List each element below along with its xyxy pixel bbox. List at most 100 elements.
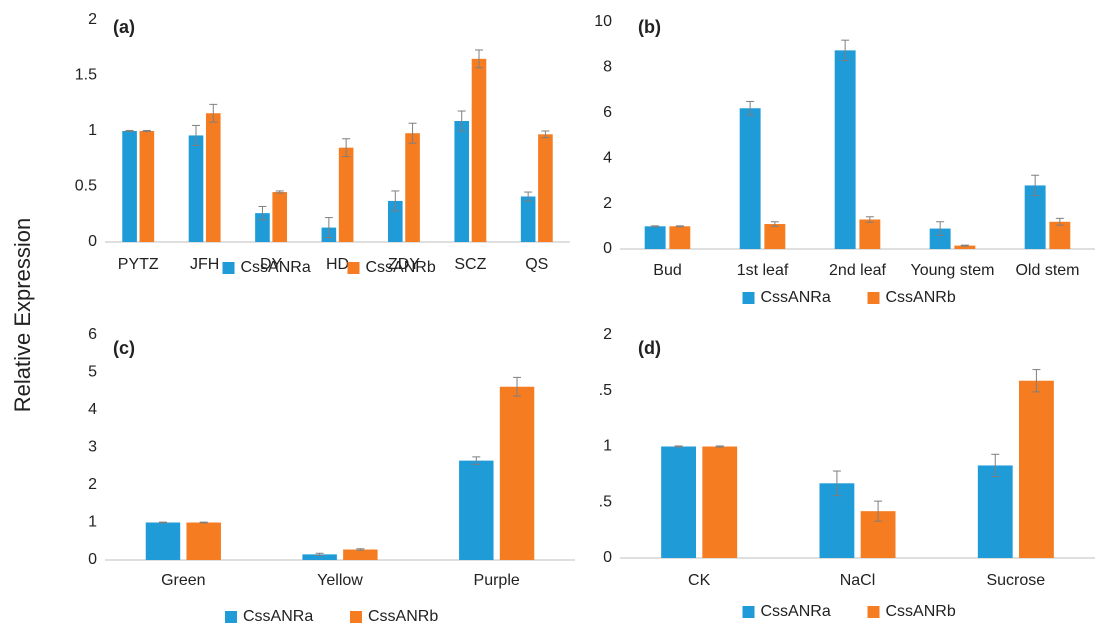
- x-tick-label: ZDY: [388, 256, 420, 273]
- error-bar: [472, 456, 481, 465]
- bar: [122, 131, 137, 242]
- x-tick-label: HD: [326, 256, 349, 273]
- bar: [139, 131, 155, 242]
- error-bar: [991, 453, 1000, 478]
- legend-swatch: [347, 262, 360, 274]
- y-tick-label: 0.5: [75, 178, 97, 195]
- bar: [186, 522, 221, 560]
- bar: [338, 147, 354, 242]
- panel-label: (b): [638, 17, 661, 37]
- legend-swatch: [742, 292, 755, 304]
- y-tick-label: .5: [599, 382, 612, 399]
- bar: [669, 226, 691, 249]
- error-bar: [874, 500, 883, 522]
- legend-label: CssANRa: [761, 603, 831, 620]
- bar: [405, 133, 420, 242]
- bar: [454, 121, 470, 242]
- error-bar: [199, 521, 208, 524]
- x-tick-label: 2nd leaf: [829, 262, 886, 279]
- legend-swatch: [867, 606, 880, 618]
- x-tick-label: NaCl: [840, 572, 876, 589]
- y-tick-label: 1: [88, 122, 97, 139]
- y-tick-label: 2: [88, 476, 97, 493]
- error-bar: [474, 49, 483, 69]
- error-bar: [275, 190, 284, 194]
- bar: [702, 446, 738, 558]
- bar: [459, 460, 494, 560]
- bar: [499, 386, 535, 560]
- y-tick-label: 2: [603, 195, 612, 212]
- legend-label: CssANRb: [366, 259, 436, 276]
- x-tick-label: Yellow: [317, 572, 363, 589]
- legend-label: CssANRa: [243, 608, 313, 625]
- y-tick-label: 4: [603, 149, 612, 166]
- error-bar: [408, 122, 417, 144]
- x-tick-label: Young stem: [911, 262, 995, 279]
- y-tick-label: 10: [594, 13, 612, 30]
- legend-swatch: [867, 292, 880, 304]
- bar: [471, 58, 487, 242]
- y-tick-label: 2: [603, 326, 612, 343]
- error-bar: [209, 103, 218, 123]
- legend-label: CssANRb: [886, 289, 956, 306]
- bar: [977, 465, 1013, 558]
- legend-label: CssANRb: [368, 608, 438, 625]
- error-bar: [770, 221, 779, 227]
- error-bar: [1031, 174, 1040, 197]
- error-bar: [342, 138, 351, 158]
- y-tick-label: .5: [599, 493, 612, 510]
- error-bar: [192, 124, 201, 146]
- bar: [859, 219, 881, 249]
- x-tick-label: Sucrose: [986, 572, 1045, 589]
- y-tick-label: 0: [603, 549, 612, 566]
- x-tick-label: Green: [161, 572, 205, 589]
- error-bar: [324, 217, 333, 239]
- legend-label: CssANRa: [241, 259, 311, 276]
- y-tick-label: 1: [88, 514, 97, 531]
- y-tick-label: 2: [88, 11, 97, 28]
- error-bar: [674, 445, 683, 448]
- legend-label: CssANRa: [761, 289, 831, 306]
- y-tick-label: 0: [603, 240, 612, 257]
- panel-label: (d): [638, 338, 661, 358]
- error-bar: [832, 470, 841, 497]
- y-tick-label: 0: [88, 551, 97, 568]
- bar: [764, 224, 786, 249]
- error-bar: [1055, 217, 1064, 226]
- x-tick-label: QS: [525, 256, 548, 273]
- panel-label: (c): [113, 338, 135, 358]
- bar: [834, 50, 856, 249]
- bar: [520, 196, 536, 242]
- bar: [145, 522, 181, 560]
- legend-swatch: [350, 611, 362, 623]
- error-bar: [315, 552, 324, 556]
- legend-swatch: [222, 262, 235, 274]
- legend-label: CssANRb: [886, 603, 956, 620]
- bar: [302, 554, 337, 560]
- error-bar: [841, 39, 850, 62]
- error-bar: [1032, 369, 1041, 393]
- error-bar: [356, 548, 365, 551]
- bar: [1019, 380, 1054, 558]
- x-tick-label: 1st leaf: [737, 262, 789, 279]
- y-tick-label: 8: [603, 59, 612, 76]
- bar: [205, 113, 221, 243]
- bar: [644, 226, 666, 249]
- error-bar: [524, 191, 533, 202]
- panel-label: (a): [113, 17, 135, 37]
- error-bar: [258, 205, 267, 221]
- error-bar: [391, 190, 400, 212]
- error-bar: [158, 521, 167, 524]
- x-tick-label: DY: [260, 256, 283, 273]
- bar: [255, 213, 270, 242]
- bar: [1024, 185, 1046, 249]
- bar: [661, 446, 696, 558]
- y-tick-label: 6: [88, 326, 97, 343]
- y-tick-label: 6: [603, 104, 612, 121]
- x-tick-label: Old stem: [1015, 262, 1079, 279]
- x-tick-label: Purple: [474, 572, 520, 589]
- error-bar: [651, 225, 660, 228]
- error-bar: [675, 225, 684, 228]
- legend-swatch: [742, 606, 755, 618]
